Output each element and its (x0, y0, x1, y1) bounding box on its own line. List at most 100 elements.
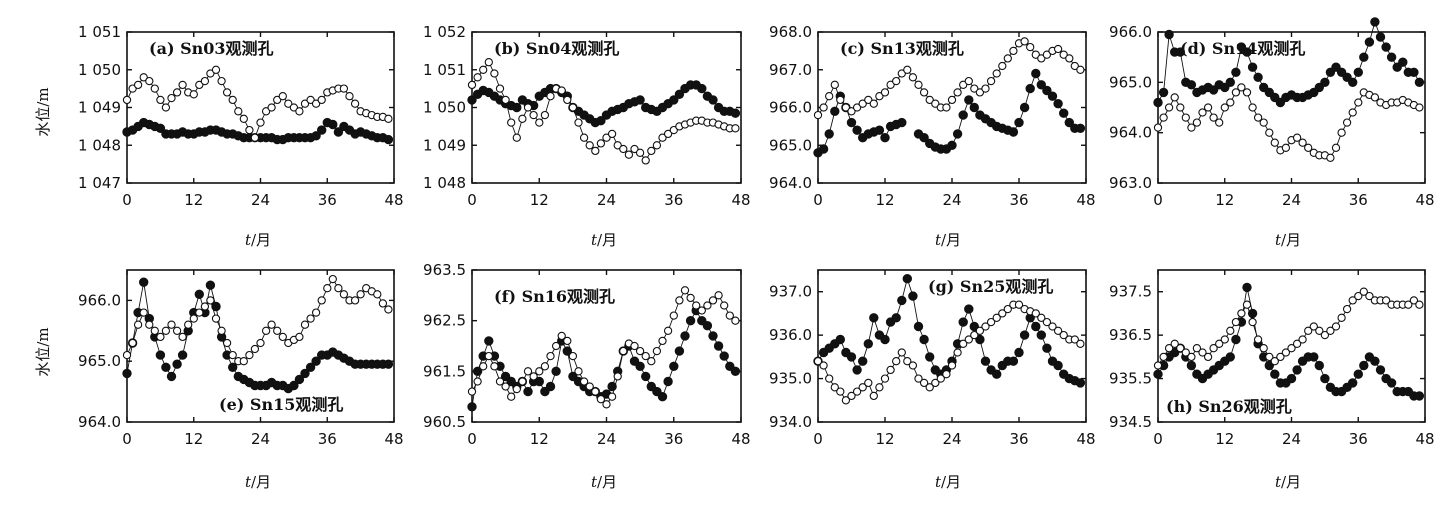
data-point-open-h-18 (1253, 335, 1263, 344)
data-point-filled-f-47 (730, 366, 741, 376)
data-point-open-f-3 (484, 351, 493, 361)
data-point-open-f-34 (658, 336, 667, 346)
data-point-open-b-29 (630, 144, 639, 154)
data-point-open-a-26 (267, 103, 276, 112)
data-point-filled-c-34 (1014, 117, 1024, 128)
data-point-open-c-3 (830, 80, 839, 89)
data-point-open-a-25 (261, 107, 271, 116)
data-point-filled-g-15 (897, 295, 907, 306)
data-point-open-d-25 (1292, 133, 1302, 142)
data-point-open-a-0 (122, 95, 132, 105)
data-point-open-e-45 (373, 290, 382, 299)
data-point-open-e-5 (150, 326, 159, 335)
x-tick-label-f-0: 0 (467, 430, 477, 448)
data-point-open-a-27 (273, 95, 282, 105)
data-point-open-h-29 (1315, 326, 1324, 335)
data-point-open-f-40 (692, 301, 701, 310)
data-point-filled-e-15 (205, 280, 216, 290)
data-point-open-b-23 (596, 139, 606, 148)
chart-title-c: (c) Sn13观测孔 (840, 39, 964, 58)
chart-title-a: (a) Sn03观测孔 (149, 39, 274, 58)
chart-panel-b: 0 12 24 36 48 1 048 1 049 1 050 1 051 1 052 (b) Sn… (423, 23, 751, 209)
data-point-filled-e-13 (194, 289, 205, 299)
data-point-open-a-14 (200, 76, 210, 86)
data-point-open-c-5 (841, 103, 851, 112)
x-tick-label-h-2: 24 (1282, 430, 1301, 448)
data-point-filled-c-39 (1042, 85, 1052, 96)
data-point-open-c-40 (1037, 54, 1046, 63)
data-point-open-e-3 (139, 308, 148, 317)
x-tick-label-h-0: 0 (1153, 430, 1163, 448)
data-point-open-a-10 (178, 80, 187, 90)
data-point-filled-c-11 (874, 125, 885, 135)
data-point-open-f-37 (675, 296, 684, 305)
data-point-open-d-4 (1176, 103, 1185, 112)
data-point-open-g-25 (953, 348, 962, 357)
data-point-filled-h-47 (1414, 391, 1425, 401)
y-tick-label-f-3: 963.5 (423, 261, 466, 279)
y-tick-label-h-1: 935.5 (1109, 370, 1152, 388)
data-point-open-c-23 (942, 103, 951, 112)
data-point-open-e-39 (339, 290, 349, 299)
data-point-open-c-14 (892, 76, 901, 86)
data-point-filled-h-13 (1225, 352, 1236, 362)
data-point-filled-d-46 (1409, 67, 1419, 78)
data-point-open-b-5 (495, 84, 505, 93)
x-axis-label-d: t/月 (1275, 231, 1301, 249)
data-point-filled-a-34 (311, 131, 321, 141)
data-point-open-b-26 (613, 141, 622, 150)
chart-panel-e: 0 12 24 36 48 964.0 965.0 966.0 (e) Sn15观测孔 (78, 269, 404, 448)
y-tick-label-b-2: 1 050 (423, 99, 466, 117)
data-point-open-e-34 (311, 308, 321, 317)
data-point-open-d-32 (1331, 143, 1341, 152)
data-point-open-f-26 (613, 372, 622, 381)
y-tick-label-a-4: 1 051 (78, 23, 121, 41)
data-point-open-h-14 (1231, 317, 1241, 327)
data-point-open-f-36 (669, 311, 678, 320)
data-point-open-c-38 (1026, 42, 1035, 52)
data-point-open-e-21 (239, 357, 248, 366)
data-point-open-d-15 (1237, 83, 1246, 92)
x-tick-label-h-3: 36 (1349, 430, 1368, 448)
data-point-open-h-1 (1159, 352, 1168, 362)
data-point-open-b-18 (568, 103, 578, 112)
y-axis-label-top: 水位/m (34, 87, 52, 136)
y-tick-label-d-1: 964.0 (1109, 124, 1152, 142)
data-point-open-a-8 (167, 93, 176, 103)
data-point-filled-g-4 (835, 334, 845, 345)
data-point-open-b-28 (624, 150, 634, 159)
data-point-open-c-7 (852, 103, 862, 112)
data-point-filled-e-47 (383, 359, 394, 369)
data-point-open-e-4 (145, 320, 154, 329)
data-point-filled-f-36 (669, 361, 679, 371)
data-point-open-c-0 (813, 110, 823, 120)
data-point-open-b-19 (574, 118, 583, 127)
data-point-filled-h-30 (1320, 373, 1330, 384)
data-point-filled-g-36 (1014, 347, 1024, 358)
data-point-open-h-41 (1381, 296, 1391, 305)
data-point-open-b-10 (523, 103, 533, 112)
data-point-open-g-0 (813, 357, 823, 366)
data-point-open-c-19 (919, 88, 929, 97)
data-point-filled-f-42 (702, 321, 713, 331)
data-point-open-c-41 (1042, 50, 1052, 59)
data-point-filled-c-12 (880, 133, 890, 143)
data-point-open-e-41 (350, 296, 360, 305)
data-point-open-f-31 (641, 351, 650, 361)
data-point-open-g-31 (986, 317, 996, 327)
data-point-open-g-19 (919, 378, 929, 388)
data-point-open-g-10 (869, 391, 878, 401)
data-point-open-f-9 (518, 377, 527, 386)
data-point-filled-c-42 (1059, 108, 1069, 118)
data-point-filled-d-1 (1158, 87, 1169, 98)
data-point-filled-g-47 (1075, 378, 1086, 388)
data-point-open-b-27 (619, 144, 628, 154)
data-point-open-h-31 (1326, 326, 1335, 335)
series-open-d (1153, 83, 1424, 162)
data-point-filled-e-7 (161, 362, 171, 372)
data-point-open-b-1 (473, 73, 482, 82)
x-tick-label-a-0: 0 (122, 191, 132, 209)
data-point-open-a-18 (222, 88, 232, 97)
data-point-open-h-13 (1226, 326, 1235, 335)
data-point-filled-e-0 (122, 368, 132, 379)
